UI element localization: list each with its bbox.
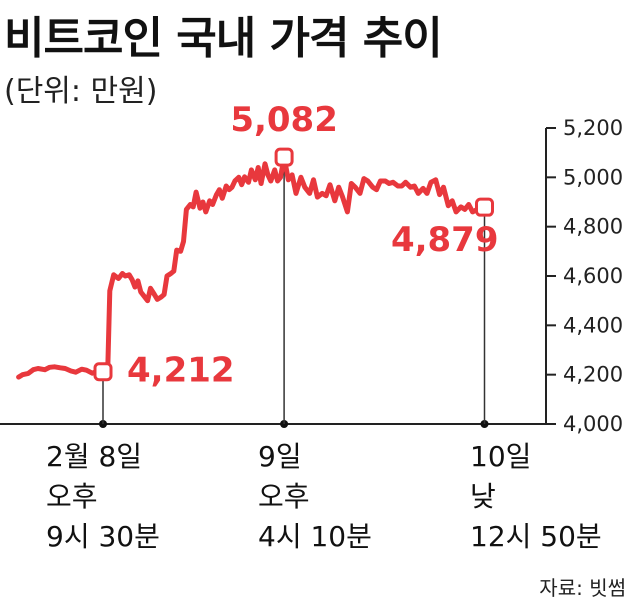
y-tick-label: 4,600 bbox=[563, 264, 623, 288]
x-tick-label: 9일 bbox=[258, 440, 302, 473]
y-tick-label: 4,800 bbox=[563, 215, 623, 239]
y-tick-label: 4,400 bbox=[563, 313, 623, 337]
page-title: 비트코인 국내 가격 추이 bbox=[4, 13, 443, 64]
point-marker bbox=[93, 362, 113, 382]
source-note: 자료: 빗썸 bbox=[539, 576, 626, 600]
x-tick-label: 2월 8일 bbox=[46, 440, 142, 473]
y-tick-label: 4,000 bbox=[563, 412, 623, 436]
point-marker bbox=[475, 197, 495, 217]
data-label: 4,879 bbox=[391, 220, 499, 260]
point-marker bbox=[274, 147, 294, 167]
y-tick-label: 4,200 bbox=[563, 363, 623, 387]
x-tick-label: 12시 50분 bbox=[470, 520, 602, 553]
y-ticks: 5,200 5,000 4,800 4,600 4,400 4,200 4,000 bbox=[546, 116, 623, 436]
x-tick-label: 4시 10분 bbox=[258, 520, 372, 553]
x-tick-label: 오후 bbox=[46, 480, 98, 513]
unit-subtitle: (단위: 만원) bbox=[4, 74, 158, 109]
point-markers bbox=[93, 147, 495, 382]
data-labels: 4,212 5,082 4,879 bbox=[127, 100, 499, 391]
y-tick-label: 5,000 bbox=[563, 165, 623, 189]
x-tick-label: 오후 bbox=[258, 480, 310, 513]
y-tick-label: 5,200 bbox=[563, 116, 623, 140]
x-tick-label: 9시 30분 bbox=[46, 520, 160, 553]
data-label: 5,082 bbox=[230, 100, 338, 140]
series-line bbox=[16, 154, 487, 380]
x-tick-label: 10일 bbox=[470, 440, 531, 473]
x-tick-label: 낮 bbox=[470, 480, 496, 513]
data-label: 4,212 bbox=[127, 351, 235, 391]
